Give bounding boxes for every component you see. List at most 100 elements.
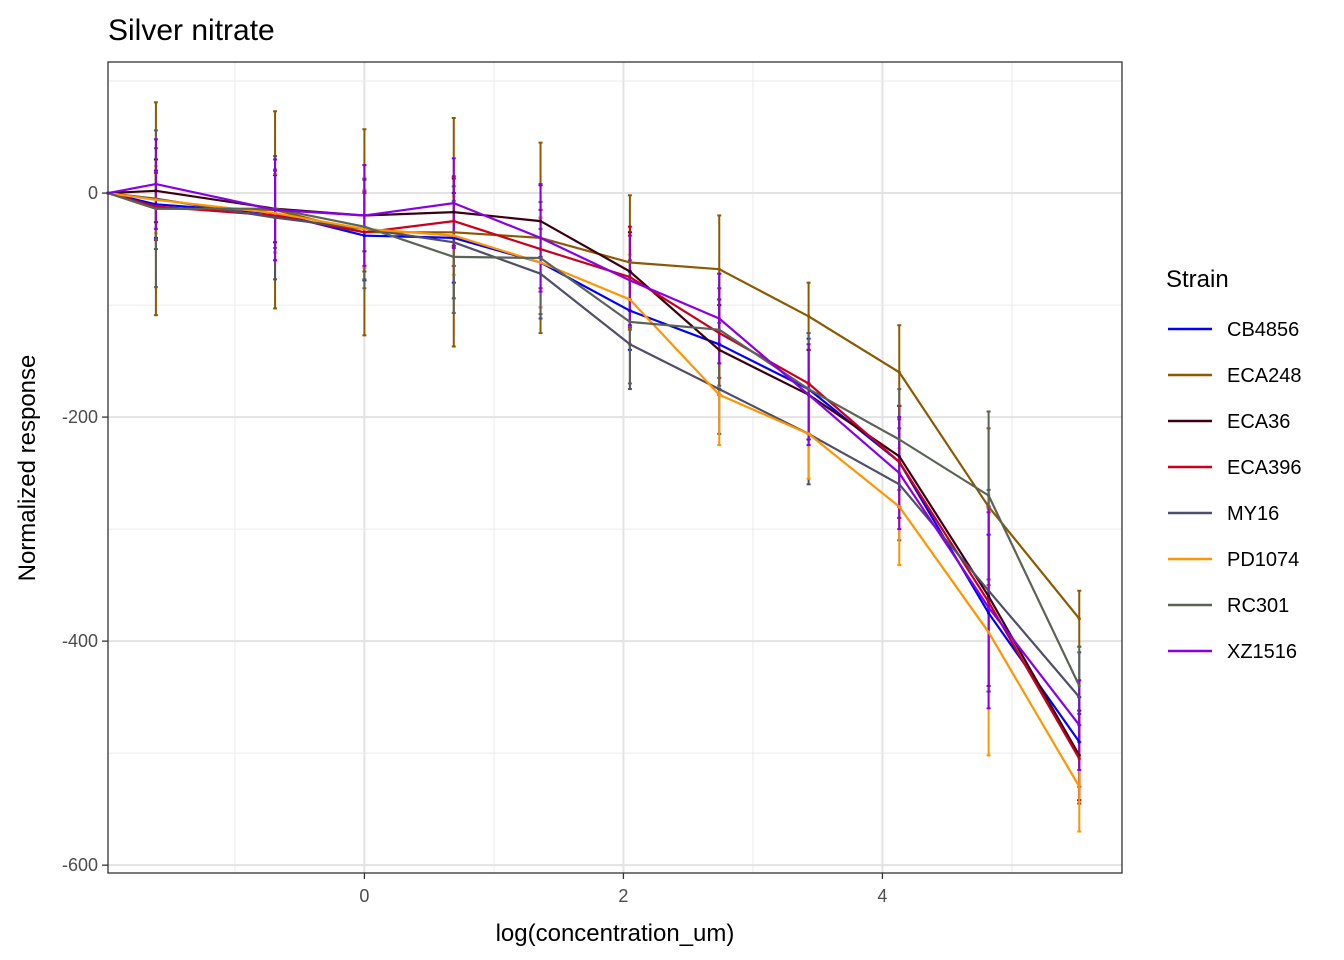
- data-point-XZ1516: [452, 201, 456, 205]
- data-point-ECA396: [273, 213, 277, 218]
- series-lines: [106, 182, 1081, 789]
- data-point-ECA396: [807, 381, 811, 386]
- legend-label-ECA396: ECA396: [1227, 457, 1302, 479]
- legend-label-XZ1516: XZ1516: [1227, 641, 1297, 663]
- data-point-XZ1516: [538, 236, 543, 240]
- data-point-CB4856: [628, 309, 632, 313]
- data-point-MY16: [273, 216, 277, 220]
- data-point-RC301: [807, 387, 811, 391]
- series-line-XZ1516: [107, 183, 1081, 726]
- y-tick-label: -400: [62, 631, 98, 651]
- y-axis-ticks: 0 -200 -400 -600: [62, 183, 108, 875]
- data-point-ECA396: [987, 600, 991, 604]
- data-point-XZ1516: [362, 213, 367, 218]
- data-point-PD1074: [717, 393, 721, 397]
- data-point-PD1074: [154, 198, 158, 202]
- legend-label-ECA36: ECA36: [1227, 411, 1290, 433]
- legend: Strain CB4856 ECA248 ECA36 ECA396 MY16 PD1074…: [1166, 266, 1302, 663]
- y-tick-label: -200: [62, 407, 98, 427]
- data-point-XZ1516: [897, 471, 901, 475]
- data-point-RC301: [897, 437, 901, 442]
- data-point-PD1074: [987, 630, 991, 634]
- x-tick-label: 2: [618, 886, 628, 906]
- data-point-MY16: [538, 272, 543, 276]
- y-tick-label: 0: [88, 183, 98, 203]
- data-point-ECA248: [717, 267, 721, 271]
- data-point-PD1074: [273, 211, 277, 215]
- data-point-RC301: [452, 255, 456, 259]
- data-point-PD1074: [1077, 785, 1081, 789]
- data-point-ECA36: [628, 269, 632, 274]
- series-line-RC301: [107, 192, 1081, 687]
- data-point-RC301: [1077, 684, 1081, 688]
- data-point-XZ1516: [1077, 723, 1081, 727]
- data-point-RC301: [628, 320, 632, 324]
- data-point-MY16: [1077, 695, 1081, 699]
- data-point-CB4856: [987, 611, 991, 615]
- data-point-ECA248: [897, 370, 901, 374]
- data-point-PD1074: [628, 297, 632, 302]
- data-point-MY16: [628, 342, 632, 346]
- x-tick-label: 4: [877, 886, 887, 906]
- legend-label-RC301: RC301: [1227, 595, 1289, 617]
- data-point-XZ1516: [987, 605, 991, 610]
- legend-label-MY16: MY16: [1227, 503, 1279, 525]
- data-point-MY16: [987, 589, 991, 593]
- legend-label-CB4856: CB4856: [1227, 319, 1299, 341]
- data-point-ECA396: [897, 460, 901, 464]
- plot-panel-border: [107, 61, 1123, 874]
- data-point-PD1074: [538, 260, 543, 265]
- data-point-XZ1516: [807, 393, 811, 397]
- data-point-CB4856: [362, 234, 367, 238]
- x-axis-ticks: 0 2 4: [359, 873, 887, 906]
- data-point-RC301: [362, 225, 367, 229]
- data-point-XZ1516: [273, 208, 277, 212]
- data-point-ECA248: [452, 230, 456, 234]
- data-point-ECA36: [154, 189, 158, 193]
- data-point-ECA36: [538, 219, 543, 223]
- y-tick-label: -600: [62, 855, 98, 875]
- data-point-ECA396: [717, 331, 721, 335]
- data-point-ECA396: [452, 219, 456, 223]
- data-point-ECA248: [628, 260, 632, 265]
- data-point-RC301: [717, 328, 721, 332]
- data-point-ECA396: [538, 247, 543, 251]
- legend-items: CB4856 ECA248 ECA36 ECA396 MY16 PD1074 RC301 XZ…: [1168, 319, 1302, 663]
- data-point-MY16: [452, 240, 456, 244]
- x-tick-label: 0: [359, 886, 369, 906]
- series-line-MY16: [107, 192, 1081, 698]
- legend-label-PD1074: PD1074: [1227, 549, 1299, 571]
- data-point-XZ1516: [628, 278, 632, 283]
- data-point-MY16: [897, 482, 901, 486]
- data-point-ECA36: [897, 454, 901, 458]
- data-point-ECA36: [717, 348, 721, 352]
- data-point-CB4856: [452, 236, 456, 240]
- data-point-ECA36: [452, 210, 456, 214]
- data-point-ECA248: [987, 505, 991, 509]
- data-point-CB4856: [717, 342, 721, 346]
- data-point-PD1074: [897, 505, 901, 509]
- data-point-RC301: [154, 207, 158, 211]
- x-axis-label: log(concentration_um): [496, 920, 735, 947]
- data-point-CB4856: [1077, 740, 1081, 744]
- series-line-PD1074: [107, 192, 1081, 788]
- data-point-PD1074: [807, 432, 811, 436]
- data-point-ECA396: [362, 230, 367, 234]
- data-point-ECA36: [987, 594, 991, 598]
- data-point-ECA248: [807, 314, 811, 318]
- data-point-CB4856: [154, 202, 158, 206]
- data-point-RC301: [538, 256, 543, 260]
- data-point-RC301: [987, 493, 991, 498]
- chart-title: Silver nitrate: [108, 14, 275, 47]
- y-axis-label: Normalized response: [14, 355, 41, 582]
- legend-title: Strain: [1166, 266, 1229, 293]
- data-point-ECA248: [1077, 617, 1081, 621]
- data-point-ECA396: [628, 275, 632, 279]
- data-point-PD1074: [452, 234, 456, 238]
- data-point-XZ1516: [717, 316, 721, 321]
- grid: [108, 62, 1122, 873]
- legend-label-ECA248: ECA248: [1227, 365, 1302, 387]
- data-point-ECA396: [1077, 757, 1081, 761]
